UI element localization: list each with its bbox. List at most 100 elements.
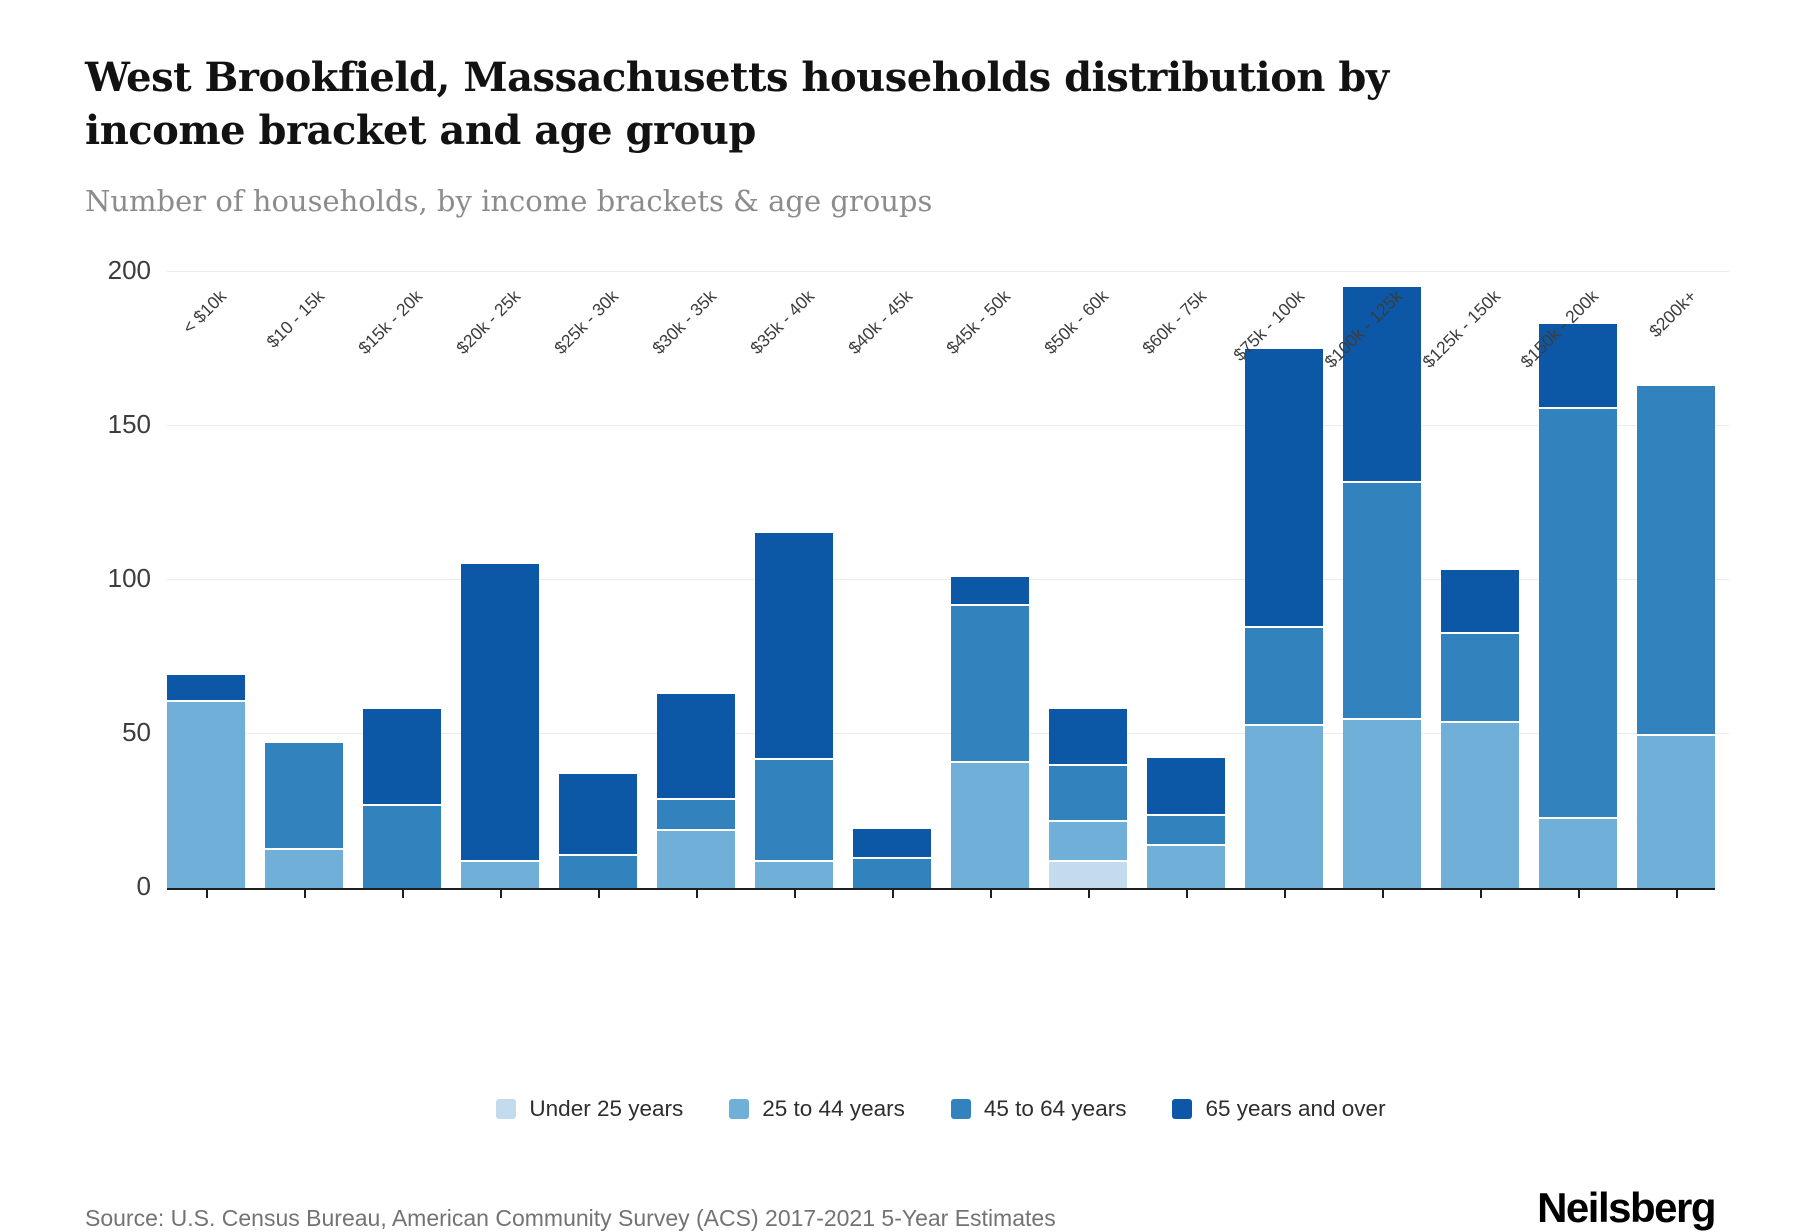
segment-45-to-64-years[interactable] xyxy=(265,742,343,848)
bar[interactable] xyxy=(1441,570,1519,888)
segment-65-years-and-over[interactable] xyxy=(951,576,1029,605)
bar[interactable] xyxy=(1637,385,1715,888)
segment-25-to-44-years[interactable] xyxy=(1245,724,1323,888)
axis-tick xyxy=(1088,889,1090,898)
segment-65-years-and-over[interactable] xyxy=(559,773,637,854)
45-to-64-years-swatch xyxy=(950,1098,971,1119)
segment-45-to-64-years[interactable] xyxy=(1147,813,1225,845)
legend-item-under-25-years[interactable]: Under 25 years xyxy=(496,1096,683,1122)
bar[interactable] xyxy=(1539,323,1617,888)
bar[interactable] xyxy=(755,533,833,888)
segment-45-to-64-years[interactable] xyxy=(1637,385,1715,734)
stacked-bar-chart: 0 50 100 150 200 < $10k $10 - 15k $15k - 20k $20… xyxy=(85,255,1729,1000)
bar[interactable] xyxy=(1049,708,1127,888)
segment-65-years-and-over[interactable] xyxy=(461,564,539,860)
bar-group-10k: < $10k xyxy=(167,272,245,898)
segment-25-to-44-years[interactable] xyxy=(1441,721,1519,888)
x-axis xyxy=(85,890,1715,1000)
bar[interactable] xyxy=(559,773,637,888)
segment-under-25-years[interactable] xyxy=(1049,859,1127,888)
segment-65-years-and-over[interactable] xyxy=(1049,708,1127,765)
gridline-100 xyxy=(167,579,1729,581)
segment-25-to-44-years[interactable] xyxy=(755,859,833,888)
segment-45-to-64-years[interactable] xyxy=(1245,625,1323,725)
chart-card: West Brookfield, Massachusetts household… xyxy=(85,54,1729,1231)
legend-label: 25 to 44 years xyxy=(762,1095,905,1121)
segment-25-to-44-years[interactable] xyxy=(1049,819,1127,860)
segment-25-to-44-years[interactable] xyxy=(265,847,343,888)
segment-65-years-and-over[interactable] xyxy=(1441,570,1519,632)
segment-45-to-64-years[interactable] xyxy=(657,798,735,830)
axis-tick xyxy=(500,889,502,898)
bar-group-125k-150k: $125k - 150k xyxy=(1418,272,1519,898)
axis-tick xyxy=(1480,889,1482,898)
legend-label: Under 25 years xyxy=(529,1095,684,1121)
footer: Source: U.S. Census Bureau, American Com… xyxy=(85,1184,1716,1232)
segment-25-to-44-years[interactable] xyxy=(461,859,539,888)
segment-45-to-64-years[interactable] xyxy=(1343,481,1421,719)
under-25-years-swatch xyxy=(496,1098,517,1119)
segment-25-to-44-years[interactable] xyxy=(1147,844,1225,888)
bar[interactable] xyxy=(167,675,245,888)
legend-item-45-to-64-years[interactable]: 45 to 64 years xyxy=(950,1095,1127,1122)
gridline-200 xyxy=(167,271,1729,273)
plot-area: 0 50 100 150 200 < $10k $10 - 15k $15k - 20k $20… xyxy=(108,255,1729,901)
axis-tick xyxy=(794,889,796,898)
gridline-50 xyxy=(167,733,1729,735)
segment-45-to-64-years[interactable] xyxy=(1539,407,1617,817)
axis-tick xyxy=(1578,889,1580,898)
segment-45-to-64-years[interactable] xyxy=(951,604,1029,762)
segment-65-years-and-over[interactable] xyxy=(363,708,441,805)
segment-65-years-and-over[interactable] xyxy=(167,675,245,700)
bar[interactable] xyxy=(363,708,441,888)
segment-25-to-44-years[interactable] xyxy=(1637,733,1715,888)
bars-container: < $10k $10 - 15k $15k - 20k $20k - 25k $25k … xyxy=(167,272,1715,898)
axis-tick xyxy=(304,889,306,898)
65-years-and-over-swatch xyxy=(1172,1098,1193,1119)
segment-25-to-44-years[interactable] xyxy=(951,761,1029,888)
segment-65-years-and-over[interactable] xyxy=(657,693,735,799)
axis-tick xyxy=(1676,889,1678,898)
axis-tick xyxy=(402,889,404,898)
bar-group-45k-50k: $45k - 50k xyxy=(942,272,1029,898)
segment-25-to-44-years[interactable] xyxy=(1343,718,1421,888)
segment-65-years-and-over[interactable] xyxy=(853,829,931,857)
segment-45-to-64-years[interactable] xyxy=(1049,764,1127,820)
legend-label: 45 to 64 years xyxy=(983,1095,1127,1121)
segment-25-to-44-years[interactable] xyxy=(657,829,735,888)
bar-group-50k-60k: $50k - 60k xyxy=(1040,272,1127,898)
bar-group-100k-125k: $100k - 125k xyxy=(1320,272,1421,898)
bar[interactable] xyxy=(657,693,735,888)
segment-25-to-44-years[interactable] xyxy=(1539,816,1617,888)
segment-65-years-and-over[interactable] xyxy=(1539,323,1617,408)
legend-item-25-to-44-years[interactable]: 25 to 44 years xyxy=(729,1096,905,1122)
segment-45-to-64-years[interactable] xyxy=(559,853,637,888)
axis-tick xyxy=(892,889,894,898)
segment-45-to-64-years[interactable] xyxy=(755,758,833,860)
segment-25-to-44-years[interactable] xyxy=(167,699,245,888)
bar[interactable] xyxy=(1147,758,1225,888)
bar-group-30k-35k: $30k - 35k xyxy=(648,272,735,898)
y-axis-label: 100 xyxy=(107,562,151,593)
bar[interactable] xyxy=(461,564,539,888)
segment-45-to-64-years[interactable] xyxy=(363,804,441,888)
y-axis-label: 50 xyxy=(122,716,151,747)
bar[interactable] xyxy=(951,576,1029,888)
bar[interactable] xyxy=(853,829,931,888)
bar[interactable] xyxy=(1245,348,1323,888)
segment-65-years-and-over[interactable] xyxy=(1245,348,1323,626)
segment-65-years-and-over[interactable] xyxy=(1147,758,1225,814)
legend-item-65-years-and-over[interactable]: 65 years and over xyxy=(1172,1096,1386,1122)
segment-65-years-and-over[interactable] xyxy=(755,533,833,759)
axis-tick xyxy=(1284,889,1286,898)
segment-45-to-64-years[interactable] xyxy=(1441,631,1519,722)
segment-45-to-64-years[interactable] xyxy=(853,856,931,888)
bar[interactable] xyxy=(265,742,343,888)
axis-tick xyxy=(696,889,698,898)
page-title: West Brookfield, Massachusetts household… xyxy=(85,54,1389,154)
bar[interactable] xyxy=(1343,287,1421,888)
bar-group-60k-75k: $60k - 75k xyxy=(1138,272,1225,898)
25-to-44-years-swatch xyxy=(729,1098,750,1119)
segment-65-years-and-over[interactable] xyxy=(1343,287,1421,482)
bar-group-20k-25k: $20k - 25k xyxy=(452,272,539,898)
